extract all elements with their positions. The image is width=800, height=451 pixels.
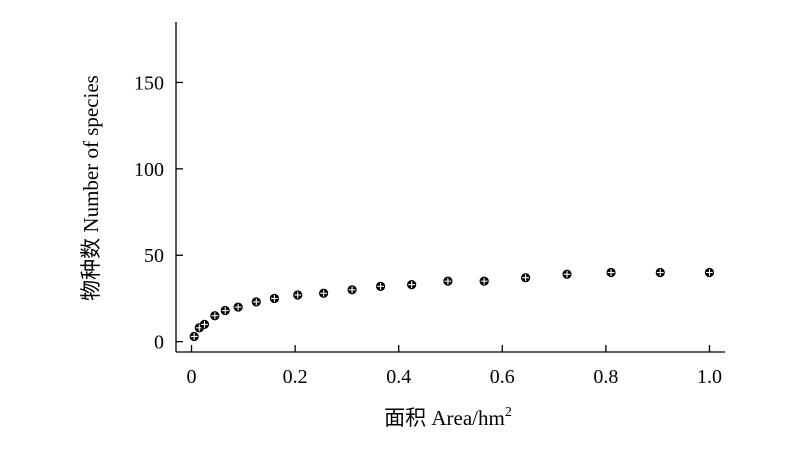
data-point — [234, 302, 243, 311]
x-axis-title: 面积 Area/hm2 — [384, 405, 512, 430]
x-tick-label: 1.0 — [697, 366, 722, 388]
data-point — [200, 320, 209, 329]
data-point — [270, 294, 279, 303]
x-tick-label: 0.4 — [386, 366, 411, 388]
data-point — [210, 311, 219, 320]
data-point — [319, 289, 328, 298]
x-tick-label: 0.8 — [593, 366, 618, 388]
x-tick-label: 0.2 — [283, 366, 308, 388]
data-point — [347, 285, 356, 294]
data-point — [562, 270, 571, 279]
y-tick-label: 100 — [134, 159, 164, 181]
data-points — [190, 268, 715, 341]
y-tick-label: 50 — [144, 245, 164, 267]
y-tick-label: 150 — [134, 72, 164, 94]
data-point — [407, 280, 416, 289]
data-point — [376, 282, 385, 291]
x-tick-label: 0 — [187, 366, 197, 388]
data-point — [293, 290, 302, 299]
data-point — [705, 268, 714, 277]
data-point — [443, 277, 452, 286]
data-point — [480, 277, 489, 286]
y-tick-label: 0 — [154, 332, 164, 354]
data-point — [521, 273, 530, 282]
data-point — [190, 332, 199, 341]
y-axis-title: 物种数 Number of species — [79, 75, 103, 301]
data-point — [252, 297, 261, 306]
x-tick-label: 0.6 — [490, 366, 515, 388]
data-point — [606, 268, 615, 277]
data-point — [656, 268, 665, 277]
data-point — [221, 306, 230, 315]
